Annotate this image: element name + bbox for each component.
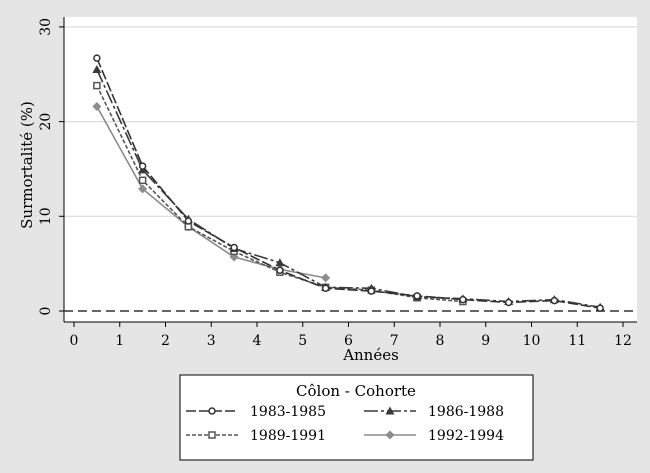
legend: Côlon - Cohorte 1983-1985 1986-1988 1989-1… bbox=[179, 374, 534, 461]
data-point-circle bbox=[93, 54, 101, 62]
plot-area bbox=[64, 17, 637, 322]
legend-item: 1986-1988 bbox=[364, 404, 504, 420]
data-point-circle bbox=[138, 162, 147, 170]
data-point-circle bbox=[276, 266, 284, 275]
data-point-circle bbox=[367, 287, 376, 295]
series-1983-1985 bbox=[93, 54, 604, 312]
series-1992-1994 bbox=[92, 101, 331, 283]
data-point-square bbox=[208, 431, 216, 439]
x-tick-label: 10 bbox=[523, 333, 541, 349]
x-tick-label: 5 bbox=[298, 333, 307, 349]
x-tick-label: 12 bbox=[614, 333, 632, 349]
legend-label: 1992-1994 bbox=[428, 428, 504, 444]
data-point-diamond bbox=[385, 430, 395, 440]
y-tick-label: 0 bbox=[38, 307, 54, 316]
data-point-triangle bbox=[385, 406, 395, 415]
series-line bbox=[96, 57, 601, 309]
x-tick-label: 1 bbox=[115, 333, 124, 349]
x-tick-label: 3 bbox=[207, 333, 216, 349]
legend-item: 1989-1991 bbox=[186, 428, 326, 444]
x-tick-label: 6 bbox=[344, 333, 353, 349]
data-point-circle bbox=[184, 217, 193, 225]
data-point-diamond bbox=[321, 273, 331, 283]
legend-label: 1986-1988 bbox=[428, 404, 504, 420]
y-tick-label: 30 bbox=[38, 18, 54, 36]
x-tick-label: 8 bbox=[436, 333, 445, 349]
data-point-square bbox=[138, 176, 147, 185]
data-point-circle bbox=[208, 407, 216, 415]
x-tick-label: 9 bbox=[481, 333, 490, 349]
data-point-circle bbox=[550, 296, 559, 305]
x-tick-label: 2 bbox=[161, 333, 170, 349]
legend-item: 1983-1985 bbox=[186, 404, 326, 420]
legend-label: 1989-1991 bbox=[250, 428, 326, 444]
data-point-square bbox=[93, 81, 101, 90]
data-point-circle bbox=[504, 298, 513, 307]
x-tick-label: 7 bbox=[390, 333, 399, 349]
x-tick-label: 0 bbox=[70, 333, 79, 349]
x-tick-label: 11 bbox=[568, 333, 586, 349]
data-point-circle bbox=[413, 292, 421, 300]
data-point-circle bbox=[596, 304, 604, 312]
series-line bbox=[96, 106, 326, 279]
data-point-triangle bbox=[92, 65, 102, 74]
legend-title: Côlon - Cohorte bbox=[296, 382, 416, 400]
x-tick-label: 4 bbox=[253, 333, 262, 349]
data-point-triangle bbox=[275, 258, 285, 267]
y-tick-label: 20 bbox=[38, 113, 54, 131]
data-point-diamond bbox=[92, 101, 102, 111]
x-axis-label: Années bbox=[342, 346, 399, 364]
y-axis-label: Surmortalité (%) bbox=[18, 101, 36, 229]
data-point-circle bbox=[321, 284, 330, 293]
y-tick-label: 10 bbox=[38, 207, 54, 225]
data-point-circle bbox=[230, 243, 238, 252]
legend-item: 1992-1994 bbox=[364, 428, 504, 444]
data-point-circle bbox=[459, 295, 467, 304]
data-point-diamond bbox=[138, 184, 148, 194]
legend-label: 1983-1985 bbox=[250, 404, 326, 420]
